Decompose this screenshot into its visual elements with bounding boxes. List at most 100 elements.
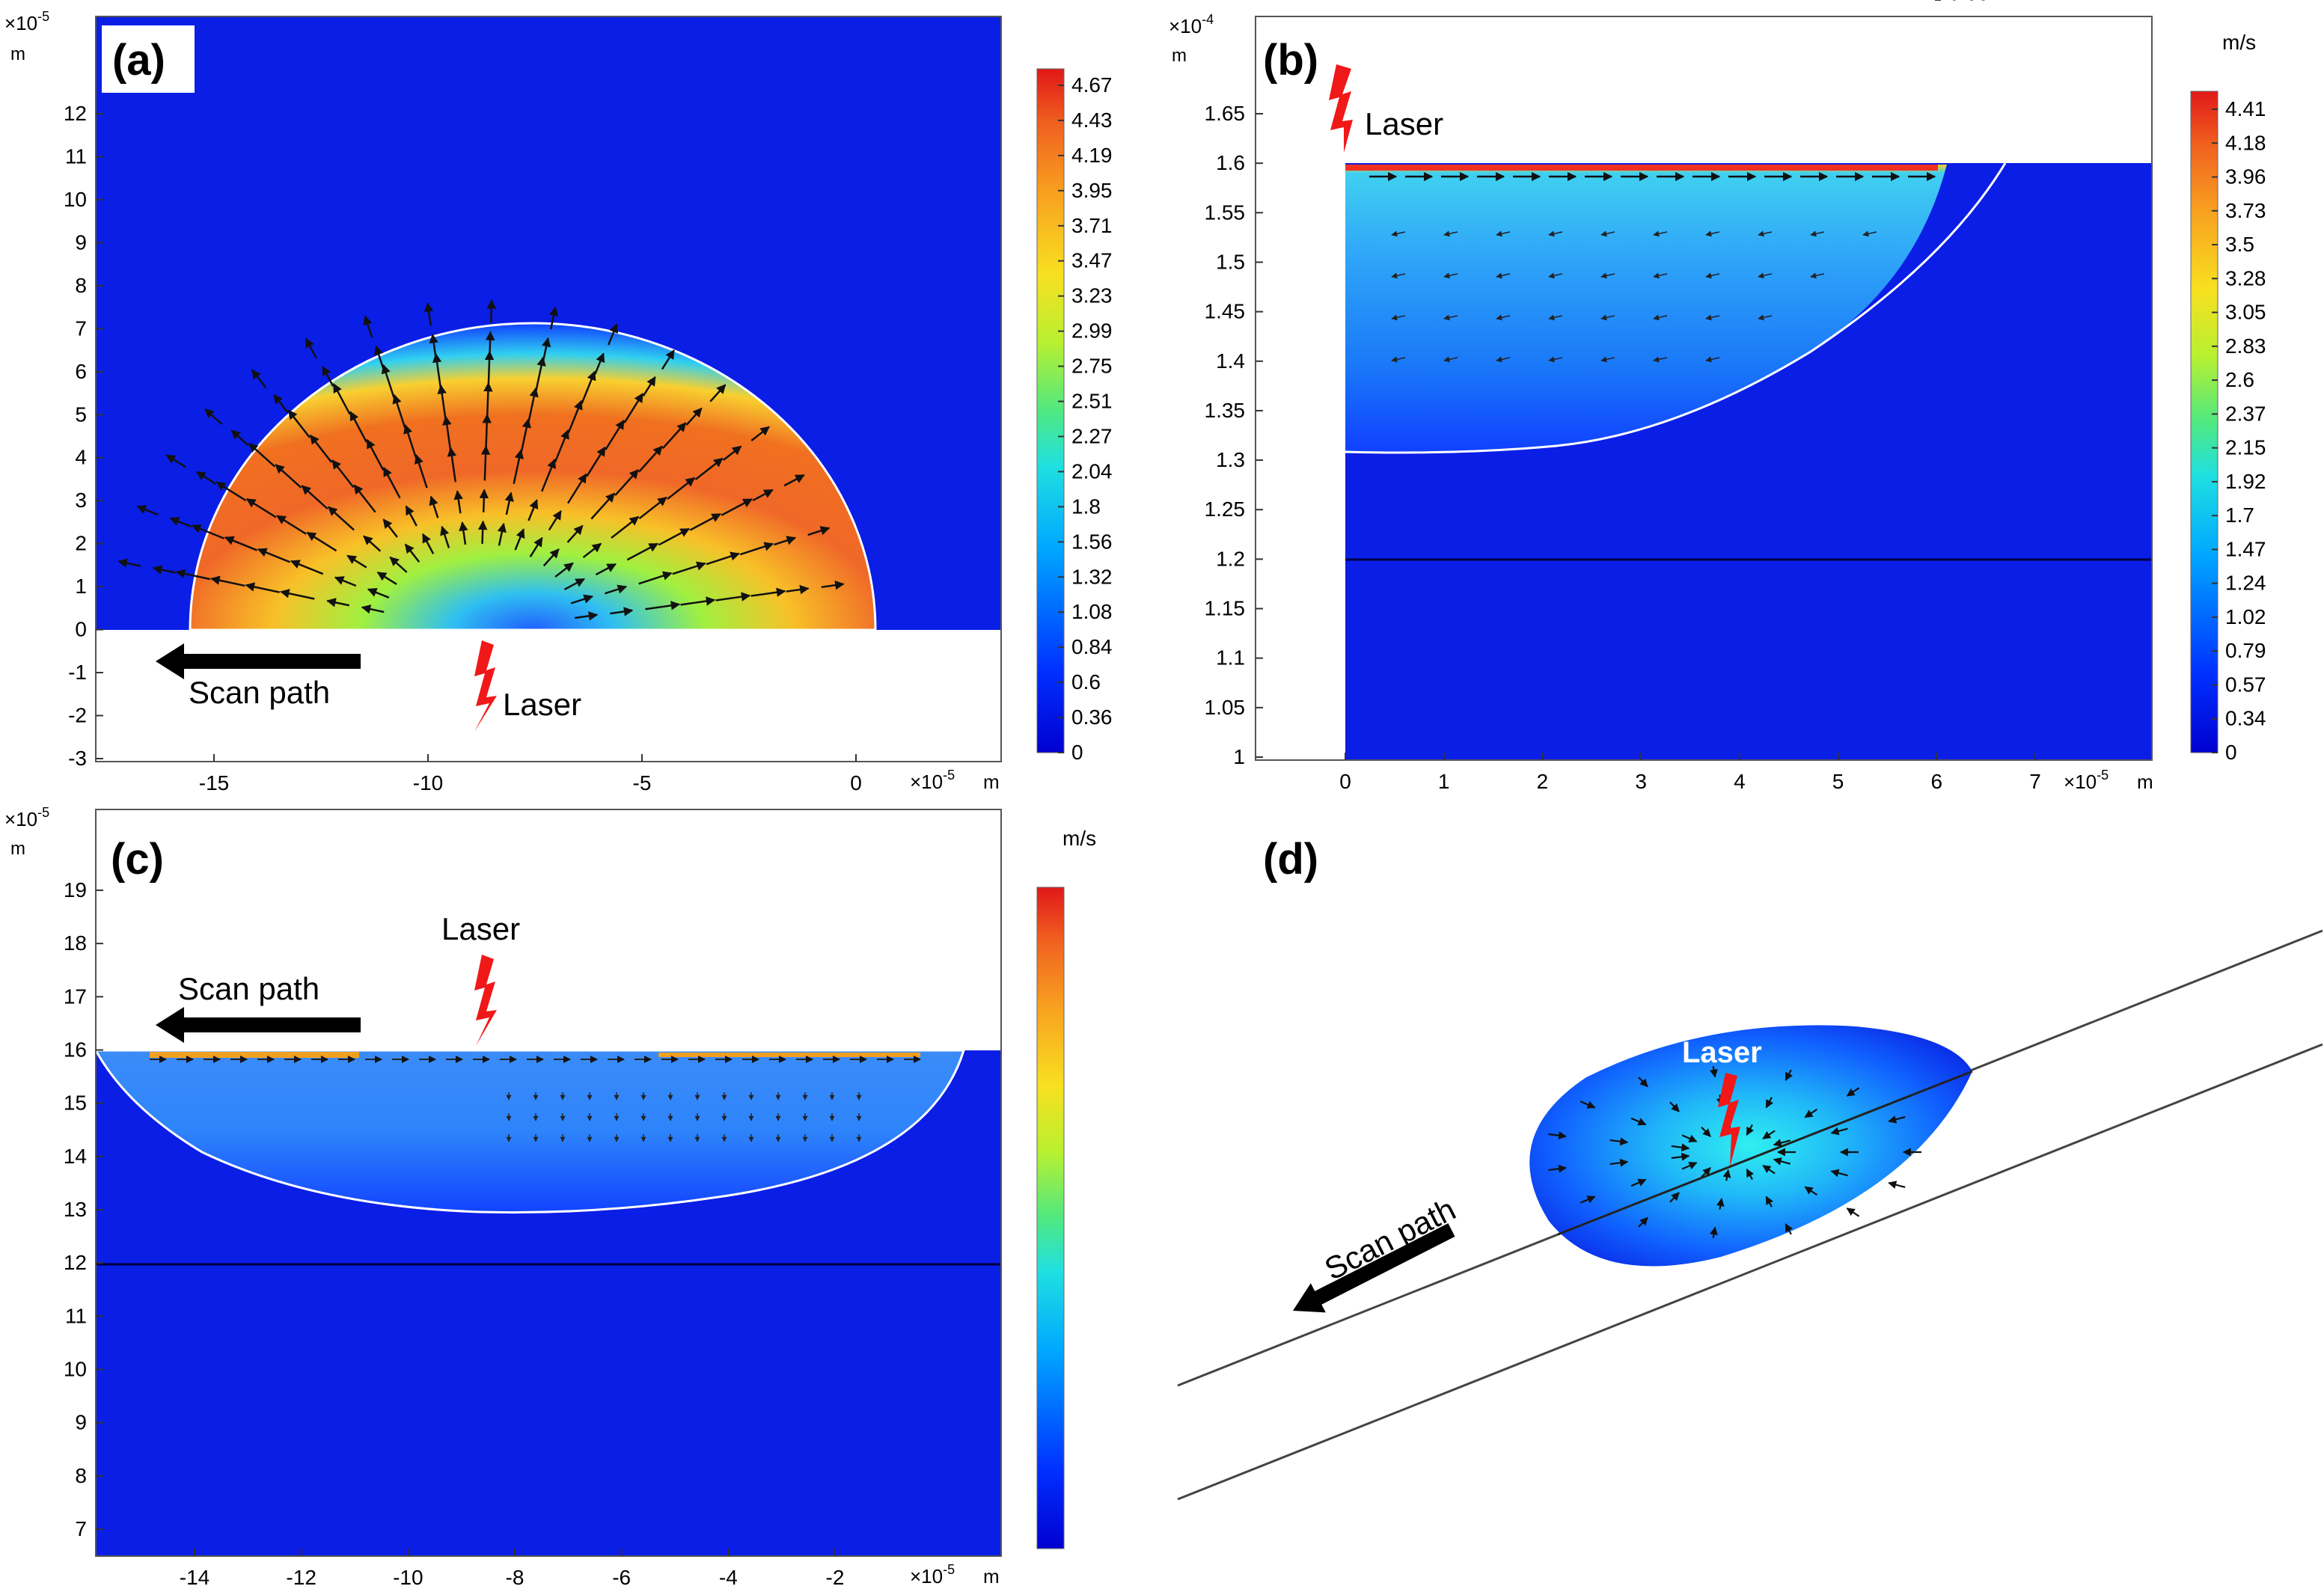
panel-a-colorbar-tick-label: 0.36 — [1071, 705, 1113, 729]
panel-b-colorbar-tick-label: 3.05 — [2225, 301, 2266, 324]
panel-a-y-tick-label: 3 — [75, 489, 87, 512]
panel-a-colorbar-tick-label: 2.51 — [1071, 390, 1113, 413]
panel-a-colorbar-tick-label: 3.47 — [1071, 249, 1113, 272]
panel-b-arrow — [1705, 356, 1720, 363]
panel-a-arrow — [290, 560, 324, 575]
panel-b-arrow — [1391, 356, 1406, 363]
panel-d-arrow — [1630, 1178, 1647, 1187]
panel-b-x-tick-label: 7 — [2029, 770, 2041, 793]
panel-b-colorbar-tick-label: 1.7 — [2225, 503, 2254, 527]
panel-a-colorbar-tick-label: 2.27 — [1071, 424, 1113, 447]
panel-a-arrow — [752, 489, 774, 502]
panel-d-arrow — [1671, 1143, 1690, 1152]
panel-a-arrow — [528, 387, 539, 423]
panel-b-x-unit: m — [2137, 771, 2153, 793]
panel-a-y-tick-label: 11 — [65, 144, 87, 168]
panel-a-arrow — [680, 596, 716, 606]
panel-b-arrow — [1705, 272, 1720, 279]
panel-a-arrow — [626, 542, 659, 561]
panel-a-arrow — [453, 490, 463, 514]
panel-c-colorbar-unit: m/s — [1062, 827, 1096, 850]
panel-a-arrow — [563, 578, 586, 591]
panel-c-y-tick-label: 11 — [65, 1304, 87, 1327]
panel-a-arrow — [566, 524, 584, 543]
panel-c-y-tick-label: 14 — [64, 1145, 87, 1168]
panel-a-arrow — [382, 518, 398, 538]
panel-b-x-tick-label: 1 — [1438, 770, 1450, 793]
panel-b-arrow — [1443, 314, 1458, 321]
panel-a-arrow — [392, 394, 406, 429]
panel-b-y-tick-label: 1.15 — [1205, 597, 1246, 620]
panel-b-arrow — [1600, 356, 1615, 363]
panel-a-arrow — [331, 459, 355, 489]
panel-a-colorbar-tick-label: 3.95 — [1071, 179, 1113, 202]
panel-a-arrow — [447, 447, 457, 483]
panel-b-colorbar-tick-label: 2.15 — [2225, 436, 2266, 459]
panel-b-arrow — [1705, 230, 1720, 237]
panel-a-label-box — [102, 25, 195, 93]
panel-d-laser-icon — [1718, 1073, 1740, 1167]
panel-b-x-tick-label: 2 — [1537, 770, 1549, 793]
undefined-tick-label: 0.32 — [1948, 0, 1990, 4]
panel-a-arrow — [483, 382, 493, 418]
panel-d-arrow — [1888, 1181, 1906, 1189]
panel-a-y-tick-label: 1 — [75, 575, 87, 598]
panel-a-arrow — [658, 527, 691, 546]
panel-a-arrow — [581, 370, 596, 404]
panel-a-arrow — [334, 576, 357, 587]
panel-a-arrow — [575, 611, 599, 621]
panel-b-frame — [1255, 16, 2153, 761]
panel-a-scan-arrow — [156, 643, 361, 679]
panel-b-colorbar-ticks: 4.41 4.18 3.96 3.73 3.5 3.28 3.05 2.83 2.6 2.37 2.… — [2212, 97, 2266, 764]
panel-a-arrow — [405, 505, 418, 527]
panel-a-arrow — [497, 522, 507, 546]
panel-b-arrow — [1548, 356, 1563, 363]
panel-b-y-tick-label: 1.2 — [1216, 547, 1245, 570]
panel-a-colorbar-tick-label: 4.67 — [1071, 73, 1113, 97]
panel-d-arrow — [1722, 1169, 1731, 1181]
panel-d-arrow — [1669, 1192, 1680, 1203]
panel-a-arrow — [504, 492, 514, 515]
panel-a-colorbar — [1036, 68, 1065, 753]
panel-a-arrow — [672, 561, 706, 575]
panel-a-y-unit: m — [10, 44, 25, 64]
panel-b-y-tick-label: 1 — [1233, 745, 1245, 768]
panel-a-arrow — [322, 365, 334, 388]
panel-d-laser-label: Laser — [1682, 1036, 1762, 1069]
panel-a-arrow — [535, 356, 546, 391]
undefined-tick-label: 1.18 — [1948, 0, 1990, 4]
panel-a-arrow — [566, 473, 587, 504]
panel-a-colorbar-tick-label: 0.6 — [1071, 670, 1101, 694]
panel-b-colorbar-tick-label: 2.83 — [2225, 334, 2266, 358]
panel-a-arrow — [442, 415, 452, 451]
undefined-tick-label: 3.77 — [1948, 0, 1990, 4]
panel-d-track-lower — [1177, 1043, 2323, 1501]
panel-d-arrow — [1681, 1134, 1698, 1142]
panel-d-arrow — [1830, 1127, 1848, 1136]
panel-b-y-tick-label: 1.35 — [1205, 399, 1246, 422]
panel-b-colorbar-tick-label: 3.28 — [2225, 266, 2266, 290]
panel-a-arrow — [567, 399, 583, 433]
panel-c-x-tick-label: -4 — [719, 1566, 738, 1589]
panel-d-arrow — [1888, 1115, 1906, 1124]
panel-a-arrow — [661, 422, 687, 450]
panel-a-arrow — [709, 384, 727, 402]
panel-a-arrow — [484, 350, 495, 386]
panel-a-colorbar-tick-label: 2.99 — [1071, 319, 1113, 343]
undefined-tick-label: 2.05 — [1948, 0, 1990, 4]
panel-b-y-tick-label: 1.45 — [1205, 300, 1246, 323]
panel-a-arrow — [605, 584, 628, 595]
panel-b-arrow — [1548, 230, 1563, 237]
panel-a-arrow — [327, 506, 355, 531]
panel-b-y-tick-label: 1.3 — [1216, 448, 1245, 471]
panel-d-arrow — [1762, 1164, 1776, 1175]
panel-a-arrow — [280, 589, 315, 600]
panel-b-arrow — [1391, 314, 1406, 321]
panel-a-x-tick-label: -10 — [413, 771, 443, 795]
panel-a-arrow — [224, 536, 258, 551]
panel-a-arrow — [366, 438, 385, 471]
panel-b-colorbar-tick-label: 3.73 — [2225, 199, 2266, 222]
panel-c-x-tick-label: -12 — [286, 1566, 316, 1589]
panel-b-arrow — [1600, 314, 1615, 321]
